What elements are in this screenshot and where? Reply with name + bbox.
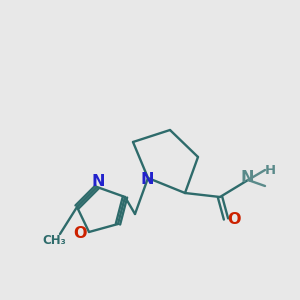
Text: H: H bbox=[264, 164, 276, 176]
Text: O: O bbox=[73, 226, 87, 241]
Text: N: N bbox=[91, 175, 105, 190]
Text: O: O bbox=[227, 212, 241, 226]
Text: N: N bbox=[140, 172, 154, 188]
Text: N: N bbox=[240, 169, 254, 184]
Text: CH₃: CH₃ bbox=[42, 233, 66, 247]
